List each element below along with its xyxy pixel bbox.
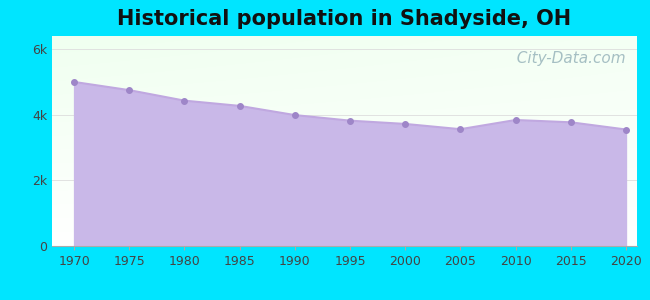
- Text: City-Data.com: City-Data.com: [507, 51, 625, 66]
- Title: Historical population in Shadyside, OH: Historical population in Shadyside, OH: [118, 9, 571, 29]
